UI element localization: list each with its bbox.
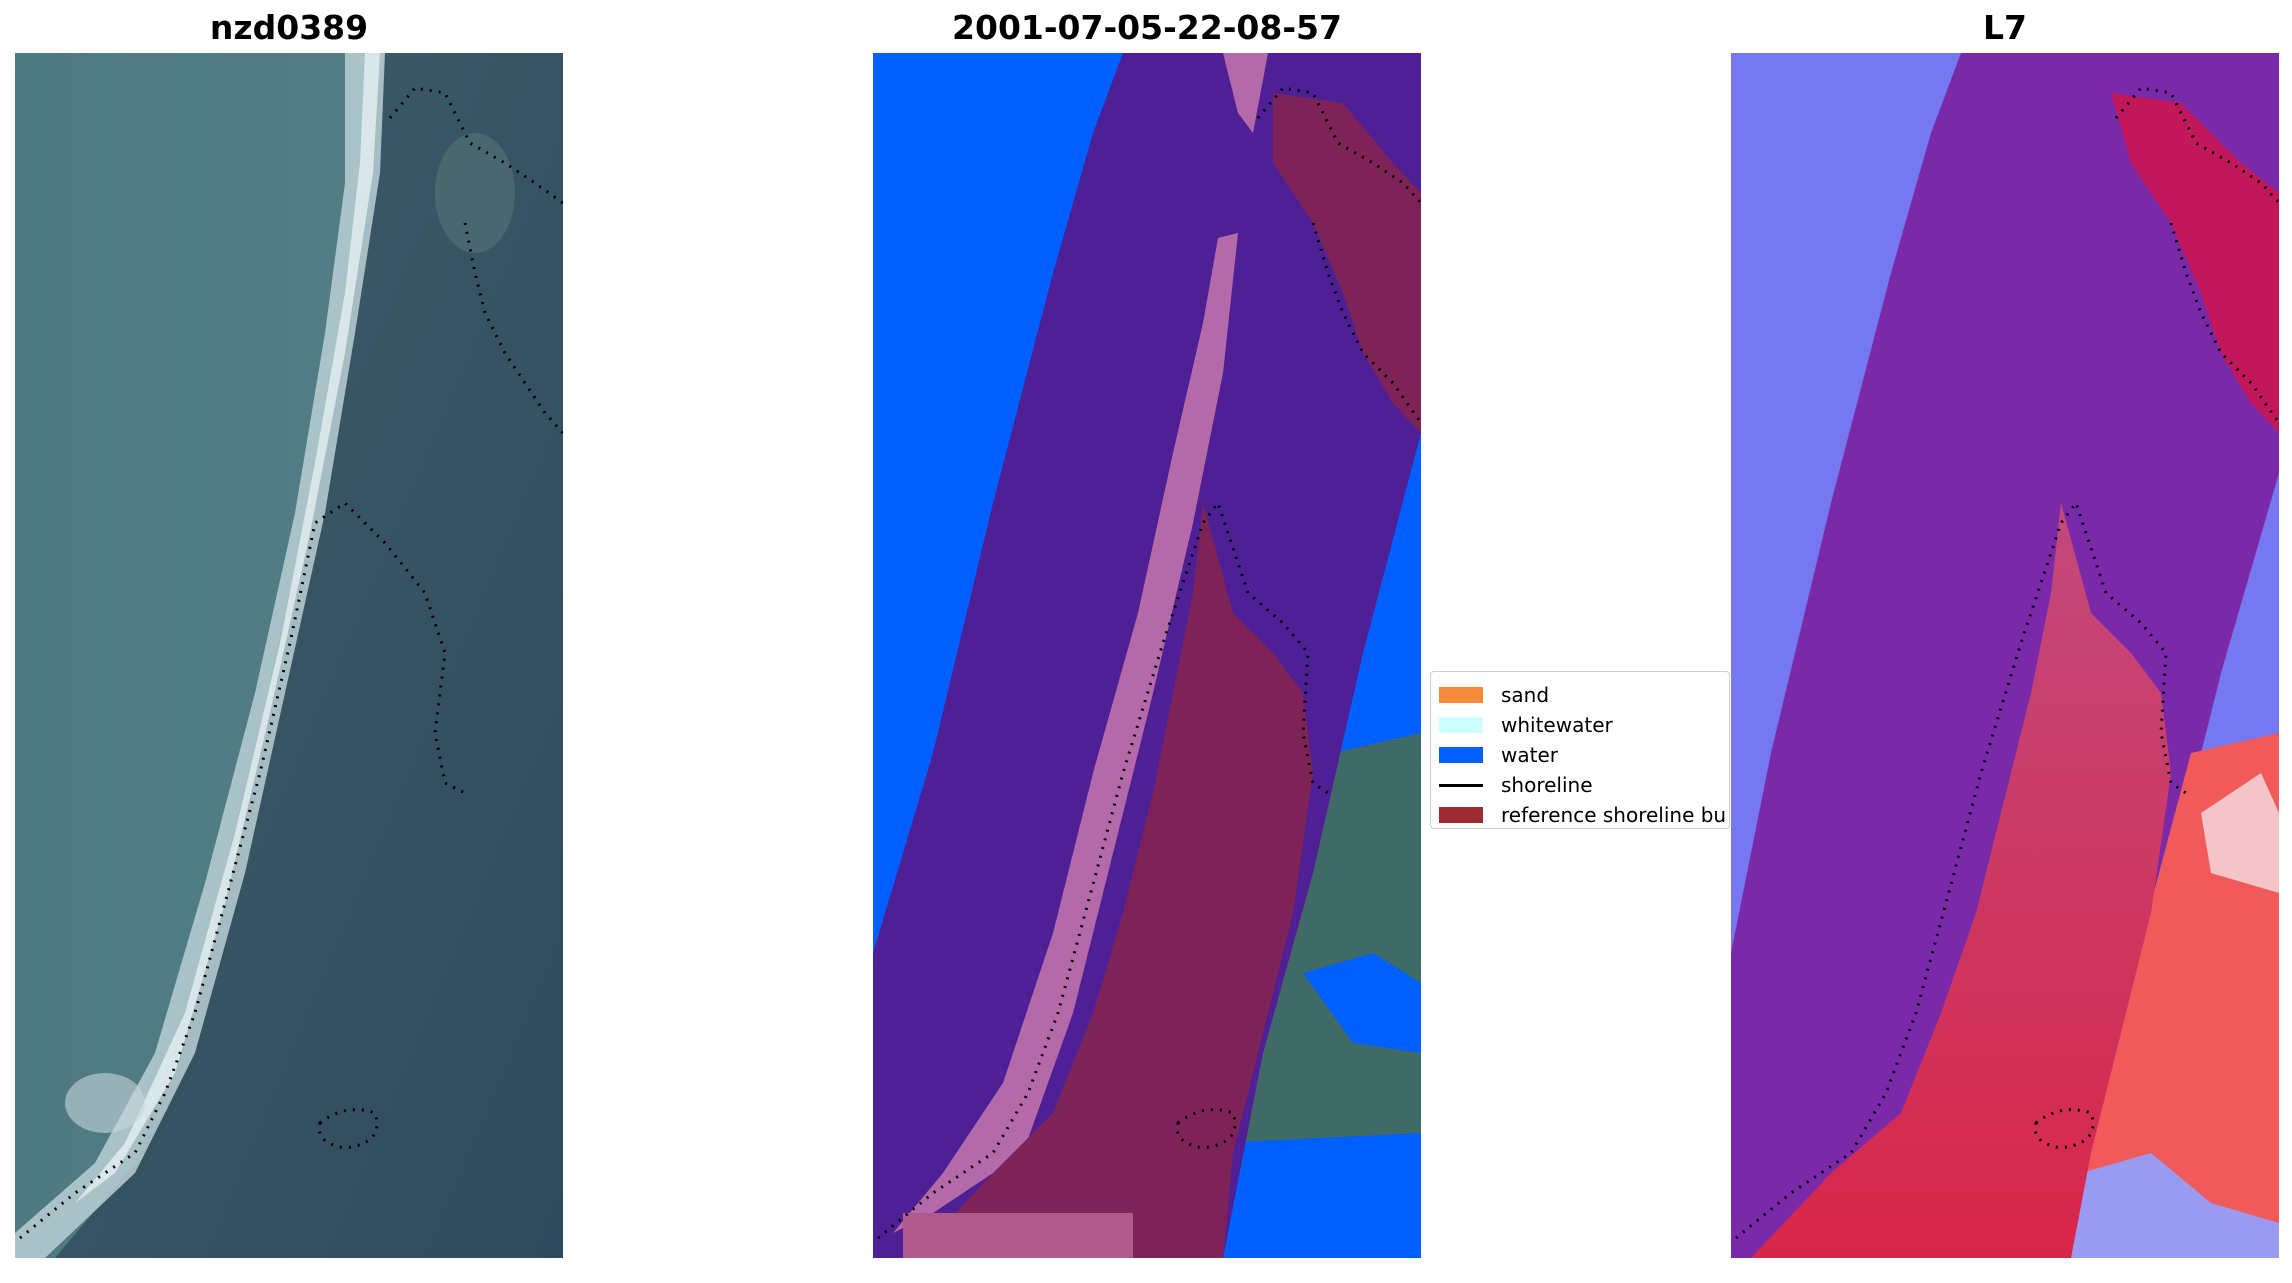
legend-label: sand	[1501, 683, 1550, 707]
shoreline-main	[19, 501, 466, 1240]
index-image	[1731, 53, 2279, 1258]
legend: sand whitewater water shoreline referenc…	[1430, 671, 1730, 829]
panel-title-index: L7	[1983, 8, 2027, 47]
swatch-whitewater	[1439, 717, 1483, 733]
legend-label: shoreline	[1501, 773, 1593, 797]
rgb-satellite-image	[15, 53, 563, 1258]
swatch-sand	[1439, 687, 1483, 703]
classification-image	[873, 53, 1421, 1258]
panel-title-rgb: nzd0389	[209, 8, 369, 47]
swatch-shoreline	[1439, 784, 1483, 787]
legend-label: reference shoreline bu	[1501, 803, 1727, 827]
swatch-reference-buffer	[1439, 807, 1483, 823]
legend-label: water	[1501, 743, 1558, 767]
swatch-water	[1439, 747, 1483, 763]
panel-title-classification: 2001-07-05-22-08-57	[952, 8, 1342, 47]
legend-label: whitewater	[1501, 713, 1613, 737]
